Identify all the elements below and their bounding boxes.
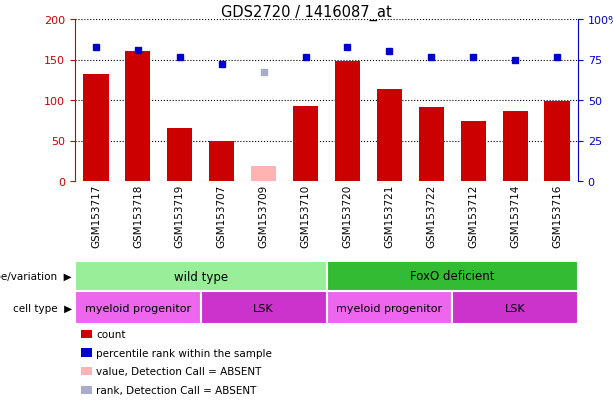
Text: GSM153707: GSM153707 — [217, 184, 227, 247]
Text: GSM153709: GSM153709 — [259, 184, 268, 247]
Bar — [460, 122, 485, 182]
Bar — [452, 291, 578, 324]
Text: GSM153717: GSM153717 — [91, 184, 101, 247]
Bar — [544, 102, 569, 182]
Text: GSM153718: GSM153718 — [133, 184, 143, 247]
Text: wild type: wild type — [173, 270, 228, 283]
Text: LSK: LSK — [505, 303, 525, 313]
Text: GSM153720: GSM153720 — [343, 184, 352, 247]
Text: percentile rank within the sample: percentile rank within the sample — [96, 348, 272, 358]
Text: myeloid progenitor: myeloid progenitor — [337, 303, 443, 313]
Bar — [293, 107, 318, 182]
Text: GSM153714: GSM153714 — [510, 184, 520, 247]
Bar — [75, 291, 200, 324]
Bar — [83, 75, 109, 182]
Text: FoxO deficient: FoxO deficient — [410, 270, 495, 283]
Text: GSM153710: GSM153710 — [300, 184, 311, 247]
Bar — [125, 52, 150, 182]
Text: GSM153721: GSM153721 — [384, 184, 394, 247]
Bar — [419, 108, 444, 182]
Text: GDS2720 / 1416087_at: GDS2720 / 1416087_at — [221, 5, 392, 21]
Text: cell type  ▶: cell type ▶ — [13, 303, 72, 313]
Text: rank, Detection Call = ABSENT: rank, Detection Call = ABSENT — [96, 385, 257, 395]
Bar — [167, 129, 192, 182]
Bar — [200, 291, 327, 324]
Bar — [335, 62, 360, 182]
Text: value, Detection Call = ABSENT: value, Detection Call = ABSENT — [96, 366, 262, 376]
Text: GSM153712: GSM153712 — [468, 184, 478, 247]
Bar — [209, 141, 234, 182]
Bar — [503, 112, 528, 182]
Text: count: count — [96, 329, 126, 339]
Bar — [75, 261, 327, 291]
Bar — [327, 261, 578, 291]
Bar — [327, 291, 452, 324]
Text: GSM153719: GSM153719 — [175, 184, 185, 247]
Text: LSK: LSK — [253, 303, 274, 313]
Text: genotype/variation  ▶: genotype/variation ▶ — [0, 271, 72, 281]
Text: GSM153722: GSM153722 — [426, 184, 436, 247]
Bar — [251, 167, 276, 182]
Text: GSM153716: GSM153716 — [552, 184, 562, 247]
Bar — [377, 90, 402, 182]
Text: myeloid progenitor: myeloid progenitor — [85, 303, 191, 313]
